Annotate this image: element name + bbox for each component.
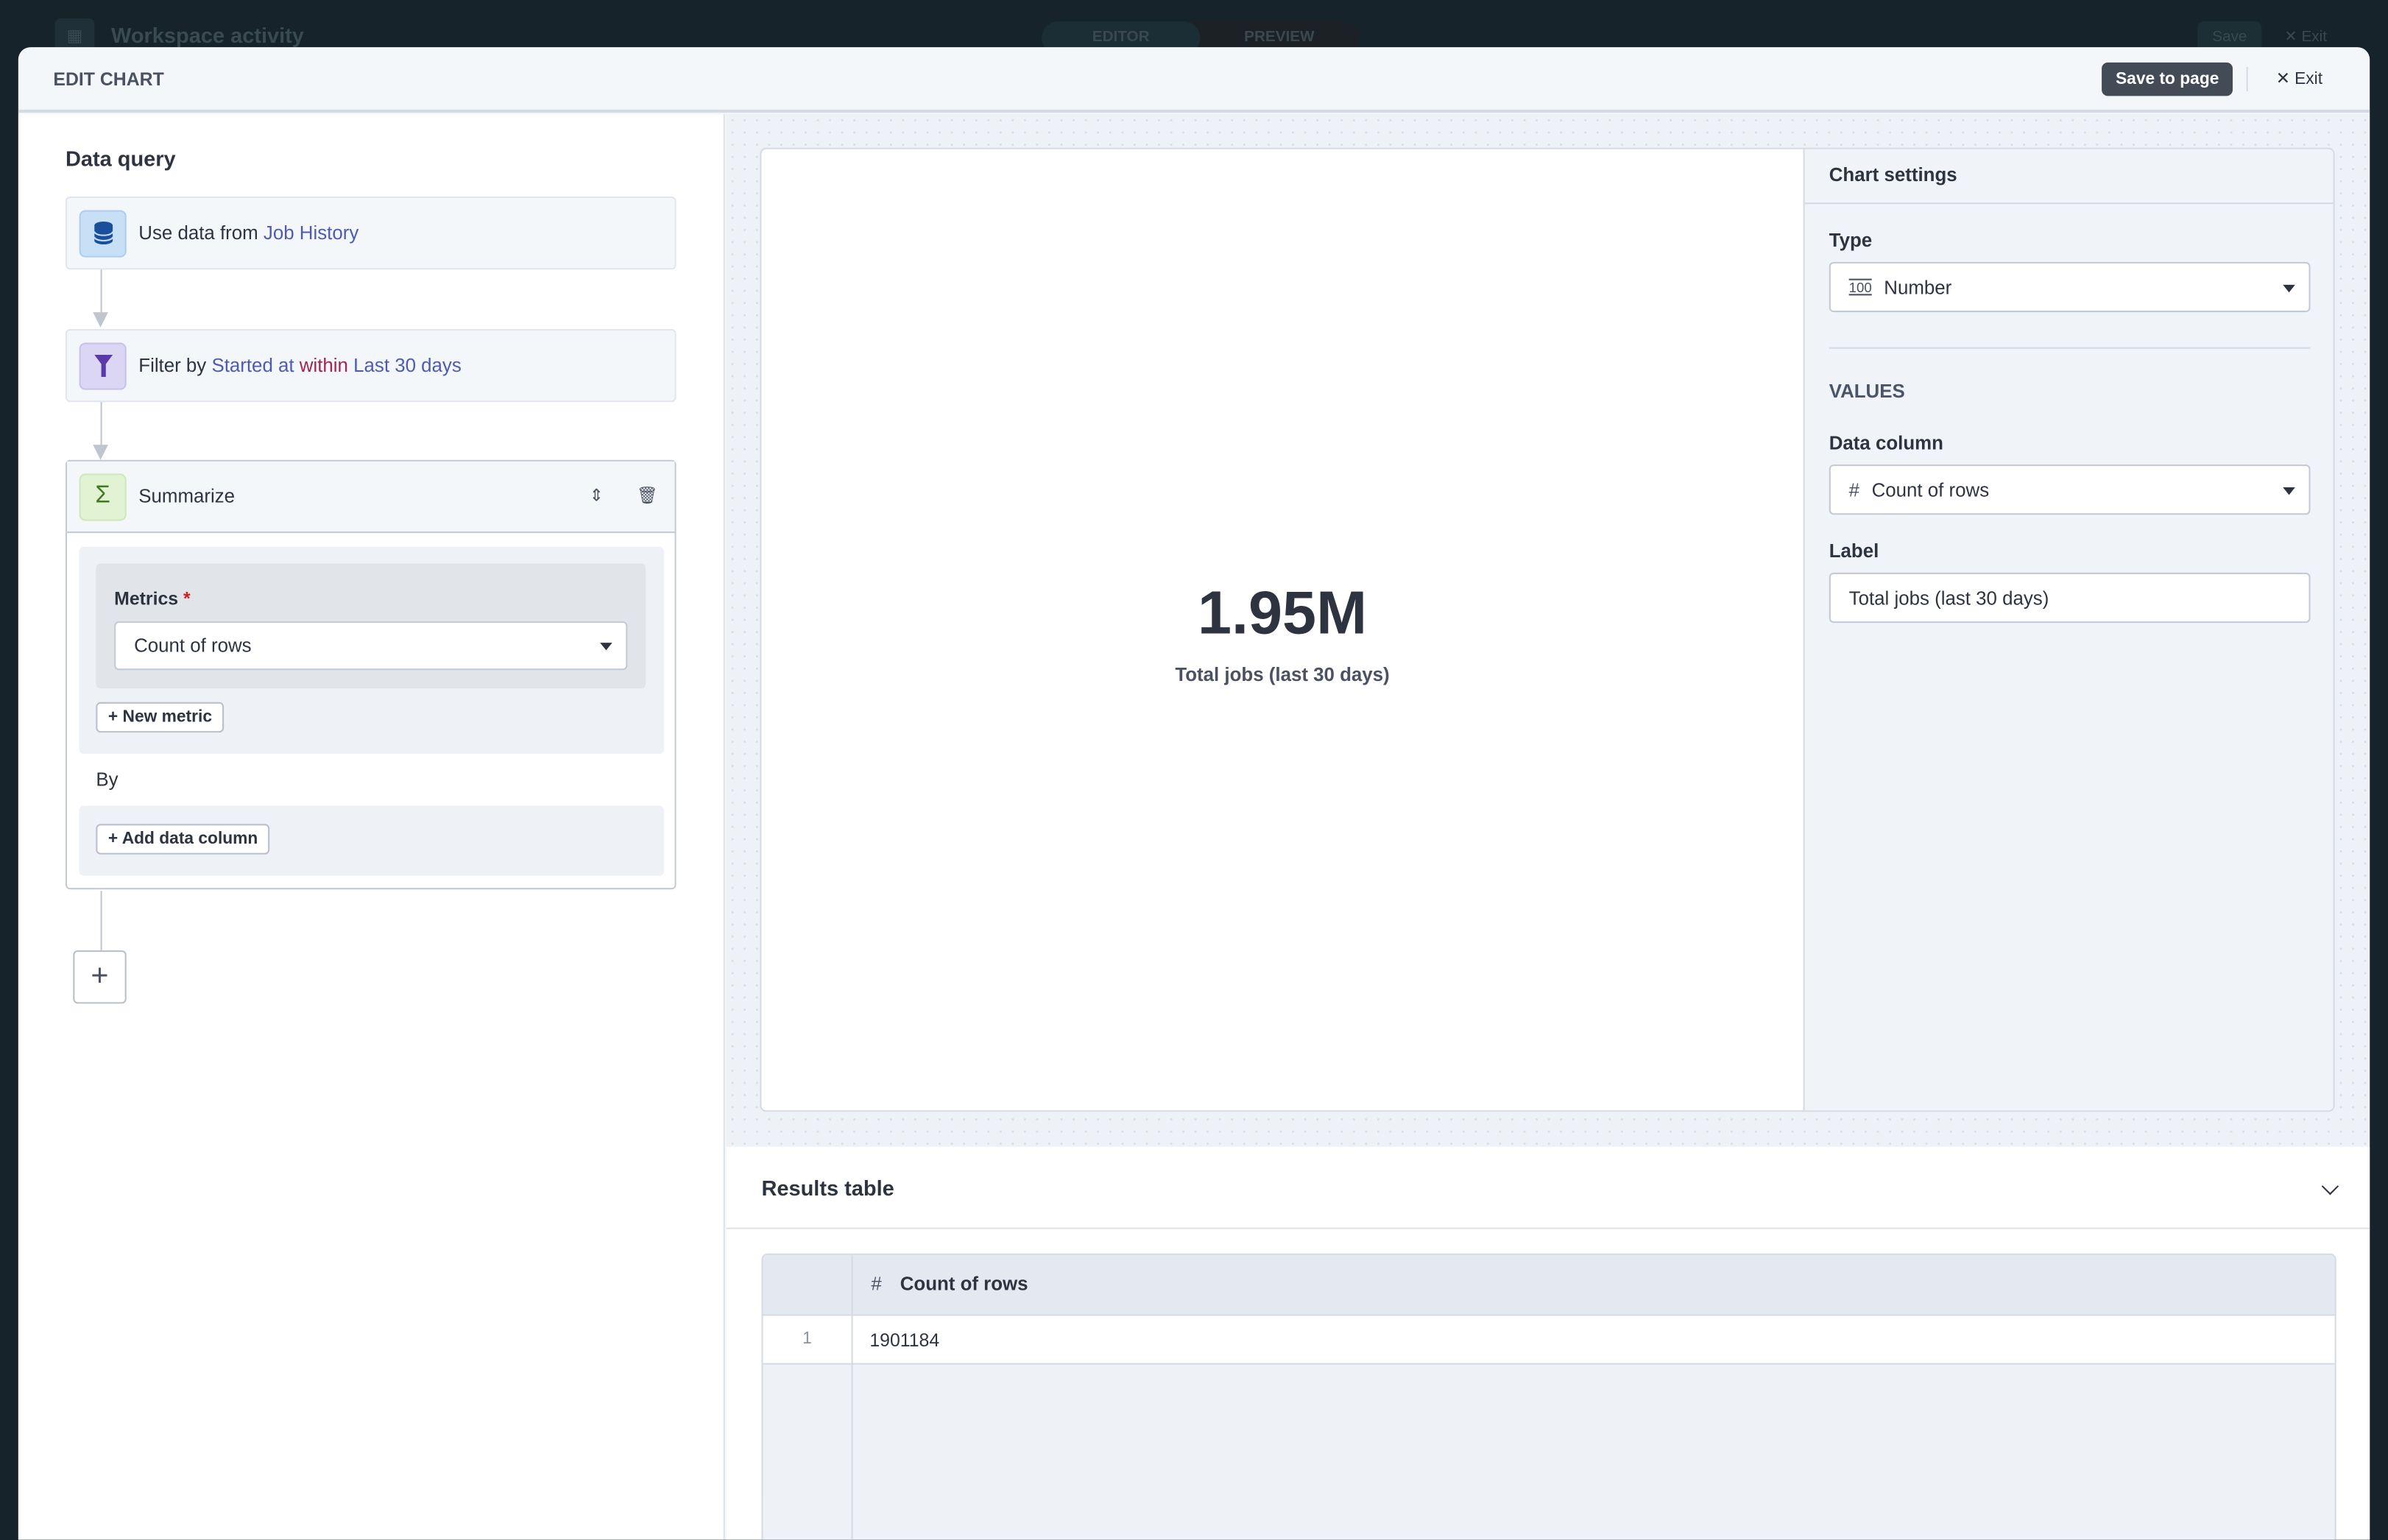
background-exit-label: Exit: [2301, 29, 2327, 46]
metric-item: Metrics * Count of rows: [96, 563, 646, 689]
chart-settings-title: Chart settings: [1804, 149, 2334, 205]
modal-header: EDIT CHART Save to page ✕ Exit: [18, 47, 2370, 113]
source-table-link[interactable]: Job History: [263, 222, 359, 244]
table-cell: 1901184: [869, 1329, 940, 1352]
summarize-title: Summarize: [138, 485, 236, 507]
connector-line: [100, 269, 102, 316]
table-row: 1 1901184: [763, 1315, 2335, 1365]
chevron-down-icon: [2283, 487, 2295, 495]
tab-preview: PREVIEW: [1244, 29, 1315, 46]
filter-operator[interactable]: within: [299, 355, 348, 377]
column-divider: [851, 1254, 853, 1540]
metric-select[interactable]: Count of rows: [114, 621, 628, 671]
metrics-label-text: Metrics: [114, 587, 179, 610]
row-index: 1: [802, 1329, 812, 1348]
metrics-label: Metrics *: [114, 588, 191, 610]
results-title: Results table: [761, 1175, 894, 1200]
data-query-title: Data query: [65, 146, 176, 171]
metric-select-value: Count of rows: [134, 635, 252, 657]
data-query-panel: Data query Use data from Job History Fil…: [18, 114, 725, 1540]
close-icon: ✕: [2275, 70, 2290, 88]
label-field-label: Label: [1829, 540, 1879, 562]
data-column-value: Count of rows: [1871, 478, 1990, 501]
chart-card: 1.95M Total jobs (last 30 days) Chart se…: [760, 147, 2335, 1112]
chevron-down-icon: [2283, 283, 2295, 292]
results-header[interactable]: Results table: [726, 1147, 2370, 1229]
chart-preview-area: 1.95M Total jobs (last 30 days) Chart se…: [726, 114, 2370, 1540]
add-step-button[interactable]: +: [73, 950, 127, 1004]
edit-chart-modal: EDIT CHART Save to page ✕ Exit Data quer…: [18, 47, 2370, 1540]
chevron-down-icon: [600, 643, 612, 651]
plus-icon: +: [107, 708, 119, 727]
results-section: Results table # Count of rows 1 1901184: [726, 1146, 2370, 1540]
table-header: # Count of rows: [763, 1254, 2335, 1316]
chart-type-value: Number: [1884, 276, 1952, 298]
collapse-icon[interactable]: ⇕: [589, 487, 604, 506]
values-heading: VALUES: [1829, 381, 1905, 403]
sigma-icon: Σ: [79, 473, 127, 520]
data-column-select[interactable]: # Count of rows: [1829, 465, 2311, 515]
filter-step[interactable]: Filter by Started at within Last 30 days: [65, 328, 677, 403]
new-metric-label: New metric: [122, 708, 212, 727]
number-type-icon: 100: [1848, 279, 1872, 295]
hash-icon: #: [871, 1273, 882, 1295]
divider: [1829, 347, 2311, 349]
filter-value[interactable]: Last 30 days: [353, 355, 462, 377]
connector-line: [100, 891, 102, 950]
number-value: 1.95M: [1197, 580, 1367, 648]
plus-icon: +: [107, 830, 119, 849]
by-label: By: [96, 769, 119, 791]
filter-icon: [79, 342, 127, 389]
label-input[interactable]: [1829, 572, 2311, 624]
connector-arrow-icon: [93, 312, 108, 328]
source-step[interactable]: Use data from Job History: [65, 196, 677, 270]
column-header[interactable]: Count of rows: [900, 1273, 1028, 1295]
trash-icon[interactable]: 🗑: [636, 487, 658, 506]
save-to-page-button[interactable]: Save to page: [2102, 62, 2233, 96]
summarize-step: Σ Summarize ⇕ 🗑 Metrics * Count of rows …: [65, 459, 677, 890]
connector-arrow-icon: [93, 445, 108, 460]
filter-prefix: Filter by: [138, 355, 207, 377]
exit-label: Exit: [2295, 70, 2323, 88]
new-metric-button[interactable]: + New metric: [96, 702, 225, 733]
add-data-column-label: Add data column: [121, 830, 258, 849]
background-exit-button: ✕ Exit: [2284, 29, 2327, 46]
hash-icon: #: [1848, 478, 1860, 501]
type-label: Type: [1829, 230, 1873, 252]
background-page-title: Workspace activity: [111, 23, 304, 48]
exit-button[interactable]: ✕ Exit: [2276, 68, 2322, 88]
required-mark: *: [183, 587, 191, 610]
connector-line: [100, 402, 102, 448]
results-table: # Count of rows 1 1901184: [761, 1253, 2336, 1540]
chevron-down-icon[interactable]: [2321, 1177, 2339, 1195]
modal-title: EDIT CHART: [53, 68, 164, 90]
database-icon: [79, 209, 127, 257]
summarize-header: Σ Summarize ⇕ 🗑: [67, 461, 675, 534]
data-column-label: Data column: [1829, 432, 1943, 454]
chart-settings-panel: Chart settings Type 100 Number VALUES Da…: [1803, 149, 2334, 1111]
add-data-column-button[interactable]: + Add data column: [96, 824, 270, 855]
metrics-section: Metrics * Count of rows + New metric: [79, 546, 665, 755]
chart-type-select[interactable]: 100 Number: [1829, 261, 2311, 313]
group-by-section: + Add data column: [79, 805, 665, 876]
divider: [2246, 67, 2248, 92]
filter-column[interactable]: Started at: [211, 355, 294, 377]
source-prefix: Use data from: [138, 222, 258, 244]
number-label: Total jobs (last 30 days): [1175, 664, 1390, 686]
